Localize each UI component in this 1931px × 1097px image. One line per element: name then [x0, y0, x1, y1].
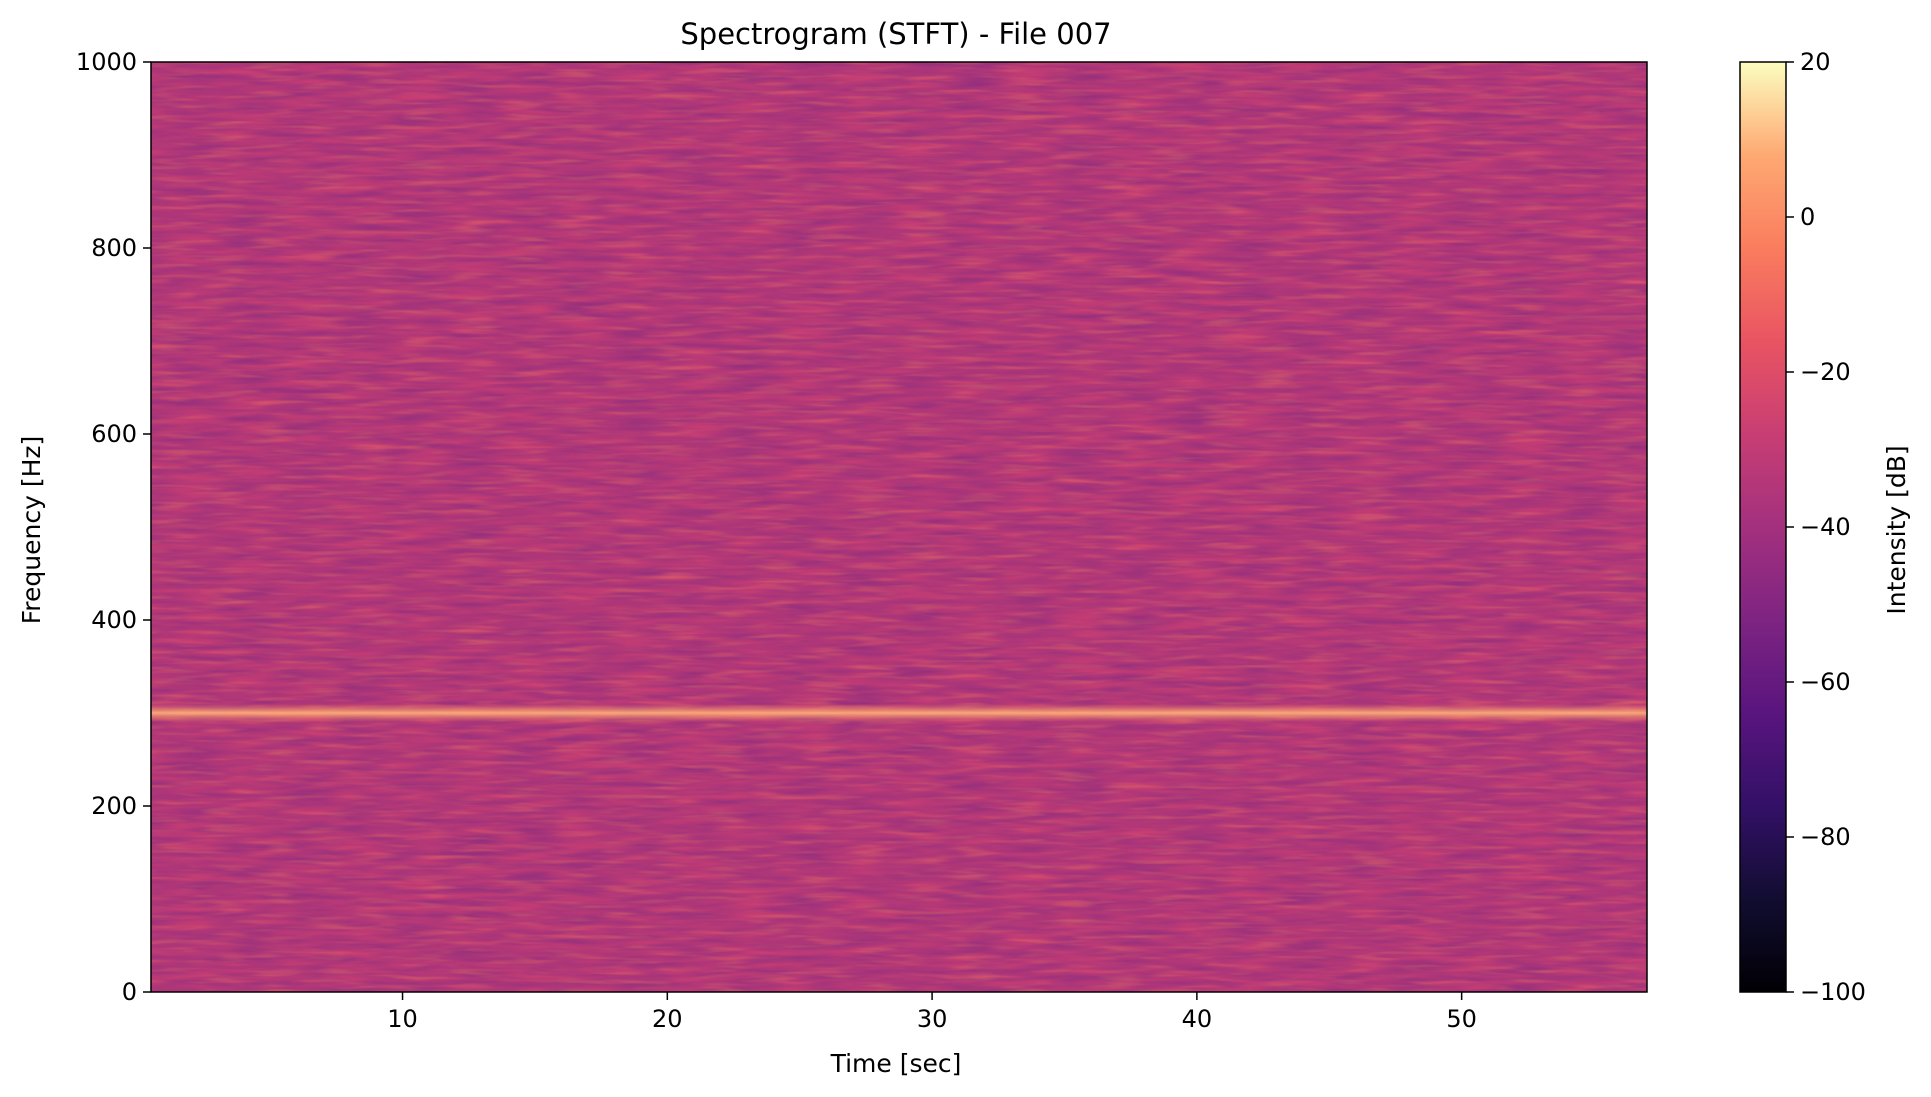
x-axis-label: Time [sec]	[830, 1049, 962, 1078]
x-tick-label: 50	[1446, 1005, 1477, 1033]
colorbar-tick-label: −60	[1800, 668, 1851, 696]
y-tick-label: 1000	[76, 48, 137, 76]
x-tick-label: 20	[652, 1005, 683, 1033]
colorbar-gradient	[1740, 62, 1786, 992]
colorbar-label: Intensity [dB]	[1882, 445, 1911, 614]
colorbar: 20 0 −20 −40 −60 −80 −100	[1739, 48, 1866, 1006]
y-tick-label: 800	[91, 234, 137, 262]
plot-frame	[150, 61, 1648, 993]
x-tick-label: 10	[387, 1005, 418, 1033]
colorbar-tick-label: −100	[1800, 978, 1866, 1006]
spectrogram-heatmap	[151, 62, 1647, 992]
colorbar-tick-label: −80	[1800, 823, 1851, 851]
chart-title: Spectrogram (STFT) - File 007	[680, 17, 1111, 51]
y-axis-label: Frequency [Hz]	[17, 436, 46, 625]
y-tick-label: 400	[91, 606, 137, 634]
y-tick-label: 600	[91, 420, 137, 448]
colorbar-tick-label: 0	[1800, 203, 1815, 231]
x-tick-label: 30	[917, 1005, 948, 1033]
x-tick-label: 40	[1182, 1005, 1213, 1033]
colorbar-tick-label: 20	[1800, 48, 1831, 76]
colorbar-tick-label: −20	[1800, 358, 1851, 386]
x-axis: 10 20 30 40 50	[387, 992, 1477, 1033]
y-tick-label: 0	[122, 978, 137, 1006]
y-tick-label: 200	[91, 792, 137, 820]
y-axis: 0 200 400 600 800 1000	[76, 48, 151, 1006]
heatmap-noise-bright	[151, 62, 1647, 992]
colorbar-tick-label: −40	[1800, 513, 1851, 541]
tone-line-300hz	[151, 704, 1647, 722]
